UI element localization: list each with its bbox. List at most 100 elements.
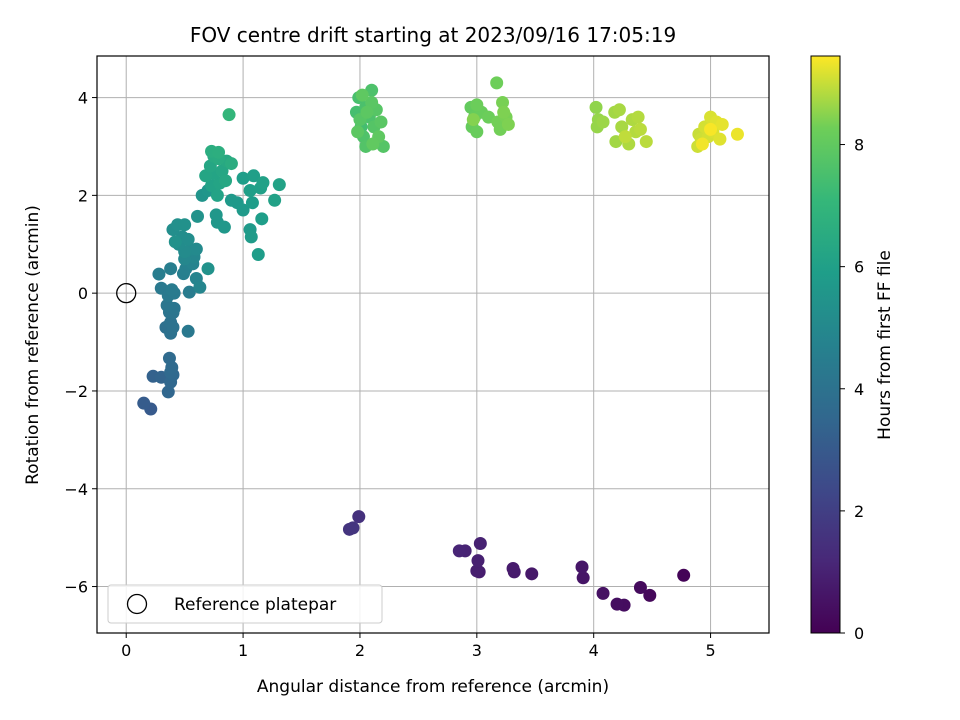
- data-point: [181, 324, 195, 338]
- data-point: [473, 537, 487, 551]
- colorbar-tick-label: 4: [854, 380, 864, 399]
- data-point: [589, 100, 603, 114]
- data-point: [715, 117, 729, 131]
- x-tick-label: 3: [472, 641, 482, 660]
- data-point: [160, 298, 174, 312]
- data-point: [268, 193, 282, 207]
- data-point: [191, 209, 205, 223]
- reference-marker-group: [116, 283, 137, 304]
- data-point: [247, 169, 261, 183]
- y-tick-label: 2: [78, 186, 88, 205]
- data-point: [236, 203, 250, 217]
- data-point: [576, 571, 590, 585]
- data-point: [612, 103, 626, 117]
- data-point: [496, 95, 510, 109]
- colorbar-tick-label: 6: [854, 258, 864, 277]
- data-point: [704, 122, 718, 136]
- data-point: [374, 115, 388, 129]
- data-point: [244, 230, 258, 244]
- data-point: [219, 174, 233, 188]
- y-tick-label: 0: [78, 284, 88, 303]
- y-tick-label: 4: [78, 89, 88, 108]
- data-point: [351, 125, 365, 139]
- data-point: [166, 320, 180, 334]
- data-point: [193, 280, 207, 294]
- data-point: [596, 115, 610, 129]
- data-point: [168, 235, 182, 249]
- data-point: [525, 567, 539, 581]
- colorbar-tick-label: 2: [854, 502, 864, 521]
- data-point: [355, 88, 369, 102]
- data-point: [243, 183, 257, 197]
- data-point: [199, 169, 213, 183]
- data-point: [152, 267, 166, 281]
- data-point: [255, 212, 269, 226]
- data-point: [376, 139, 390, 153]
- data-point: [178, 218, 192, 232]
- y-tick-label: −6: [64, 578, 88, 597]
- chart-title: FOV centre drift starting at 2023/09/16 …: [190, 23, 676, 47]
- legend-box: [107, 584, 383, 624]
- y-tick-label: −2: [64, 382, 88, 401]
- data-point: [210, 188, 224, 202]
- data-point: [352, 510, 366, 524]
- data-point: [365, 95, 379, 109]
- data-point: [201, 262, 215, 276]
- data-point: [575, 560, 589, 574]
- colorbar: 0 2 4 6 8 Hours from first FF file: [810, 55, 895, 643]
- data-point: [256, 176, 270, 190]
- data-point: [633, 581, 647, 595]
- data-point: [501, 117, 515, 131]
- x-tick-label: 4: [589, 641, 599, 660]
- data-point: [164, 262, 178, 276]
- y-axis-label: Rotation from reference (arcmin): [23, 205, 43, 485]
- data-points: [137, 76, 744, 612]
- legend-marker: [126, 593, 148, 615]
- colorbar-ticks: 0 2 4 6 8: [840, 136, 864, 643]
- data-point: [215, 164, 229, 178]
- data-point: [452, 544, 466, 558]
- data-point: [217, 220, 231, 234]
- data-point: [224, 157, 238, 171]
- data-point: [471, 554, 485, 568]
- colorbar-label: Hours from first FF file: [875, 250, 895, 440]
- data-point: [181, 232, 195, 246]
- colorbar-gradient: [811, 56, 840, 633]
- data-point: [643, 588, 657, 602]
- data-point: [251, 248, 265, 262]
- x-tick-label: 0: [121, 641, 131, 660]
- data-point: [272, 178, 286, 192]
- x-axis-ticks: 0 1 2 3 4 5: [121, 633, 716, 660]
- x-tick-label: 2: [355, 641, 365, 660]
- data-point: [596, 586, 610, 600]
- y-tick-label: −4: [64, 480, 88, 499]
- data-point: [631, 110, 645, 124]
- legend-entry: Reference platepar: [174, 595, 336, 615]
- data-point: [222, 108, 236, 122]
- data-point: [470, 125, 484, 139]
- colorbar-frame: [810, 55, 841, 634]
- data-point: [618, 130, 632, 144]
- colorbar-tick-label: 0: [854, 624, 864, 643]
- data-point: [490, 76, 504, 90]
- data-point: [615, 120, 629, 134]
- data-point: [695, 137, 709, 151]
- data-point: [633, 122, 647, 136]
- data-point: [182, 285, 196, 299]
- data-point: [497, 105, 511, 119]
- data-point: [366, 137, 380, 151]
- data-point: [506, 561, 520, 575]
- data-point: [360, 105, 374, 119]
- plot-frame: [96, 55, 770, 634]
- x-tick-label: 5: [705, 641, 715, 660]
- data-point: [346, 521, 360, 535]
- grid-lines: [97, 56, 769, 633]
- data-point: [639, 135, 653, 149]
- x-tick-label: 1: [238, 641, 248, 660]
- data-point: [161, 385, 175, 399]
- data-point: [730, 127, 744, 141]
- data-point: [189, 242, 203, 256]
- data-point: [165, 283, 179, 297]
- data-point: [137, 396, 151, 410]
